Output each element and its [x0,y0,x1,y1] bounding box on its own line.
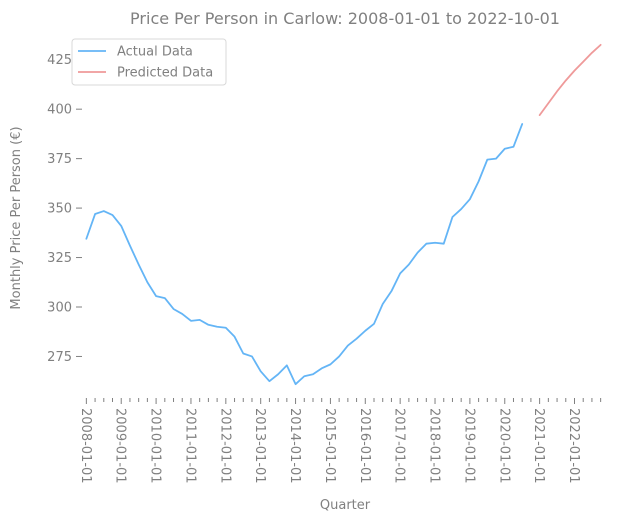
legend: Actual Data Predicted Data [71,38,227,86]
legend-label-1: Predicted Data [117,66,213,81]
y-tick-label: 375 [47,152,72,167]
x-tick-label: 2009-01-01 [113,408,128,484]
y-tick-label: 400 [47,103,72,118]
x-tick-label: 2011-01-01 [182,408,197,484]
y-tick-label: 350 [47,202,72,217]
y-tick-label: 425 [47,53,72,68]
x-tick-label: 2013-01-01 [252,408,267,484]
legend-box [71,38,227,86]
y-tick-label: 325 [47,251,72,266]
y-tick-label: 275 [47,350,72,365]
x-tick-label: 2012-01-01 [217,408,232,484]
x-tick-label: 2015-01-01 [322,408,337,484]
x-tick-label: 2018-01-01 [427,408,442,484]
legend-label-0: Actual Data [117,45,193,60]
x-tick-label: 2020-01-01 [496,408,511,484]
x-tick-label: 2022-01-01 [566,408,581,484]
chart-title: Price Per Person in Carlow: 2008-01-01 t… [130,9,560,28]
x-tick-label: 2010-01-01 [148,408,163,484]
x-tick-label: 2016-01-01 [357,408,372,484]
y-axis-label: Monthly Price Per Person (€) [9,126,24,309]
plot-area [85,43,602,386]
x-axis: 2008-01-01 2009-01-01 2010-01-01 2011-01-01… [78,398,602,484]
x-tick-label: 2014-01-01 [287,408,302,484]
series-line-0 [85,123,524,386]
x-tick-label: 2008-01-01 [78,408,93,484]
x-tick-label: 2019-01-01 [461,408,476,484]
x-tick-label: 2021-01-01 [531,408,546,484]
series-line-1 [538,43,602,117]
x-axis-label: Quarter [320,498,371,513]
y-tick-label: 300 [47,301,72,316]
y-axis: 275 300 325 350 375 400 425 [47,53,82,365]
x-tick-label: 2017-01-01 [392,408,407,484]
